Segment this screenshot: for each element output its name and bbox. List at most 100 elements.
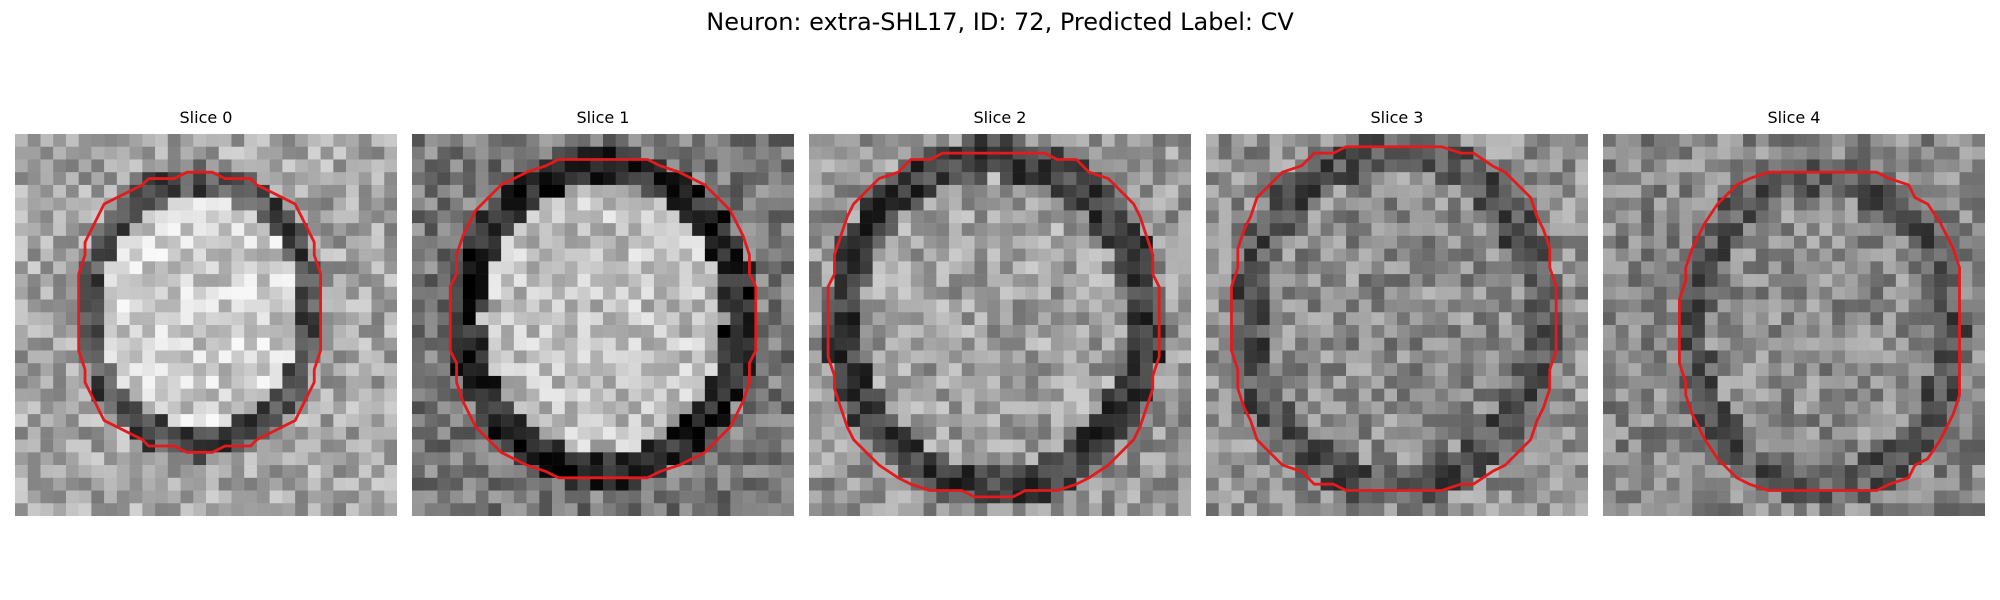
pixel [577, 146, 591, 160]
pixel [1460, 261, 1474, 275]
pixel [1524, 146, 1538, 160]
pixel [743, 134, 757, 147]
pixel [256, 363, 270, 377]
pixel [1946, 159, 1960, 173]
pixel [1615, 286, 1629, 300]
pixel [847, 134, 861, 147]
pixel [1615, 337, 1629, 351]
pixel [653, 312, 667, 326]
pixel [653, 146, 667, 160]
pixel [450, 134, 464, 147]
pixel [1628, 172, 1642, 186]
pixel [704, 363, 718, 377]
pixel [358, 197, 372, 211]
pixel [333, 299, 347, 313]
pixel [1819, 274, 1833, 288]
pixel [1819, 197, 1833, 211]
pixel [679, 350, 693, 364]
pixel [1895, 325, 1909, 338]
pixel [1486, 350, 1500, 364]
pixel [450, 210, 464, 224]
pixel [809, 414, 822, 428]
pixel [142, 146, 156, 160]
pixel [488, 477, 502, 491]
pixel [526, 146, 540, 160]
pixel [859, 159, 873, 173]
pixel [1320, 286, 1334, 300]
pixel [1473, 503, 1487, 516]
pixel [1768, 363, 1782, 377]
pixel [577, 490, 591, 504]
pixel [1819, 146, 1833, 160]
pixel [1653, 248, 1667, 262]
pixel [949, 286, 963, 300]
pixel [1511, 452, 1525, 466]
pixel [1038, 337, 1052, 351]
slice-image-4 [1603, 134, 1985, 516]
pixel [218, 134, 232, 147]
pixel [358, 172, 372, 186]
pixel [1089, 261, 1103, 275]
pixel [1717, 274, 1731, 288]
pixel [1562, 439, 1576, 453]
pixel [1000, 159, 1013, 173]
pixel [218, 337, 232, 351]
pixel [1537, 312, 1551, 326]
pixel [936, 477, 950, 491]
pixel [1781, 274, 1795, 288]
pixel [1768, 325, 1782, 338]
pixel [755, 159, 769, 173]
pixel [424, 248, 438, 262]
pixel [1524, 452, 1538, 466]
pixel [653, 375, 667, 389]
pixel [129, 490, 143, 504]
pixel [1358, 184, 1372, 198]
pixel [666, 235, 680, 249]
pixel [116, 350, 130, 364]
pixel [1447, 375, 1461, 389]
pixel [231, 223, 245, 237]
pixel [320, 439, 334, 453]
pixel [564, 401, 578, 415]
pixel [116, 490, 130, 504]
pixel [615, 426, 629, 440]
pixel [1562, 159, 1576, 173]
pixel [526, 197, 540, 211]
pixel [1435, 210, 1449, 224]
pixel [1781, 159, 1795, 173]
pixel [526, 286, 540, 300]
pixel [717, 223, 731, 237]
pixel [704, 325, 718, 338]
pixel [129, 312, 143, 326]
pixel [809, 223, 822, 237]
pixel [1460, 325, 1474, 338]
pixel [1127, 235, 1141, 249]
pixel [1165, 299, 1179, 313]
pixel [53, 134, 67, 147]
pixel [1498, 375, 1512, 389]
pixel [1857, 325, 1871, 338]
pixel [1089, 235, 1103, 249]
pixel [244, 465, 258, 479]
pixel [628, 261, 642, 275]
pixel [193, 426, 207, 440]
pixel [1806, 350, 1820, 364]
pixel [1269, 286, 1283, 300]
pixel [412, 261, 425, 275]
pixel [961, 286, 975, 300]
pixel [1244, 134, 1258, 147]
pixel [218, 490, 232, 504]
pixel [1076, 248, 1090, 262]
pixel [885, 159, 899, 173]
pixel [1165, 363, 1179, 377]
pixel [1384, 490, 1398, 504]
pixel [961, 248, 975, 262]
pixel [116, 223, 130, 237]
pixel [167, 414, 181, 428]
pixel [1295, 235, 1309, 249]
pixel [936, 465, 950, 479]
pixel [1946, 223, 1960, 237]
pixel [1038, 248, 1052, 262]
pixel [384, 414, 397, 428]
pixel [872, 223, 886, 237]
